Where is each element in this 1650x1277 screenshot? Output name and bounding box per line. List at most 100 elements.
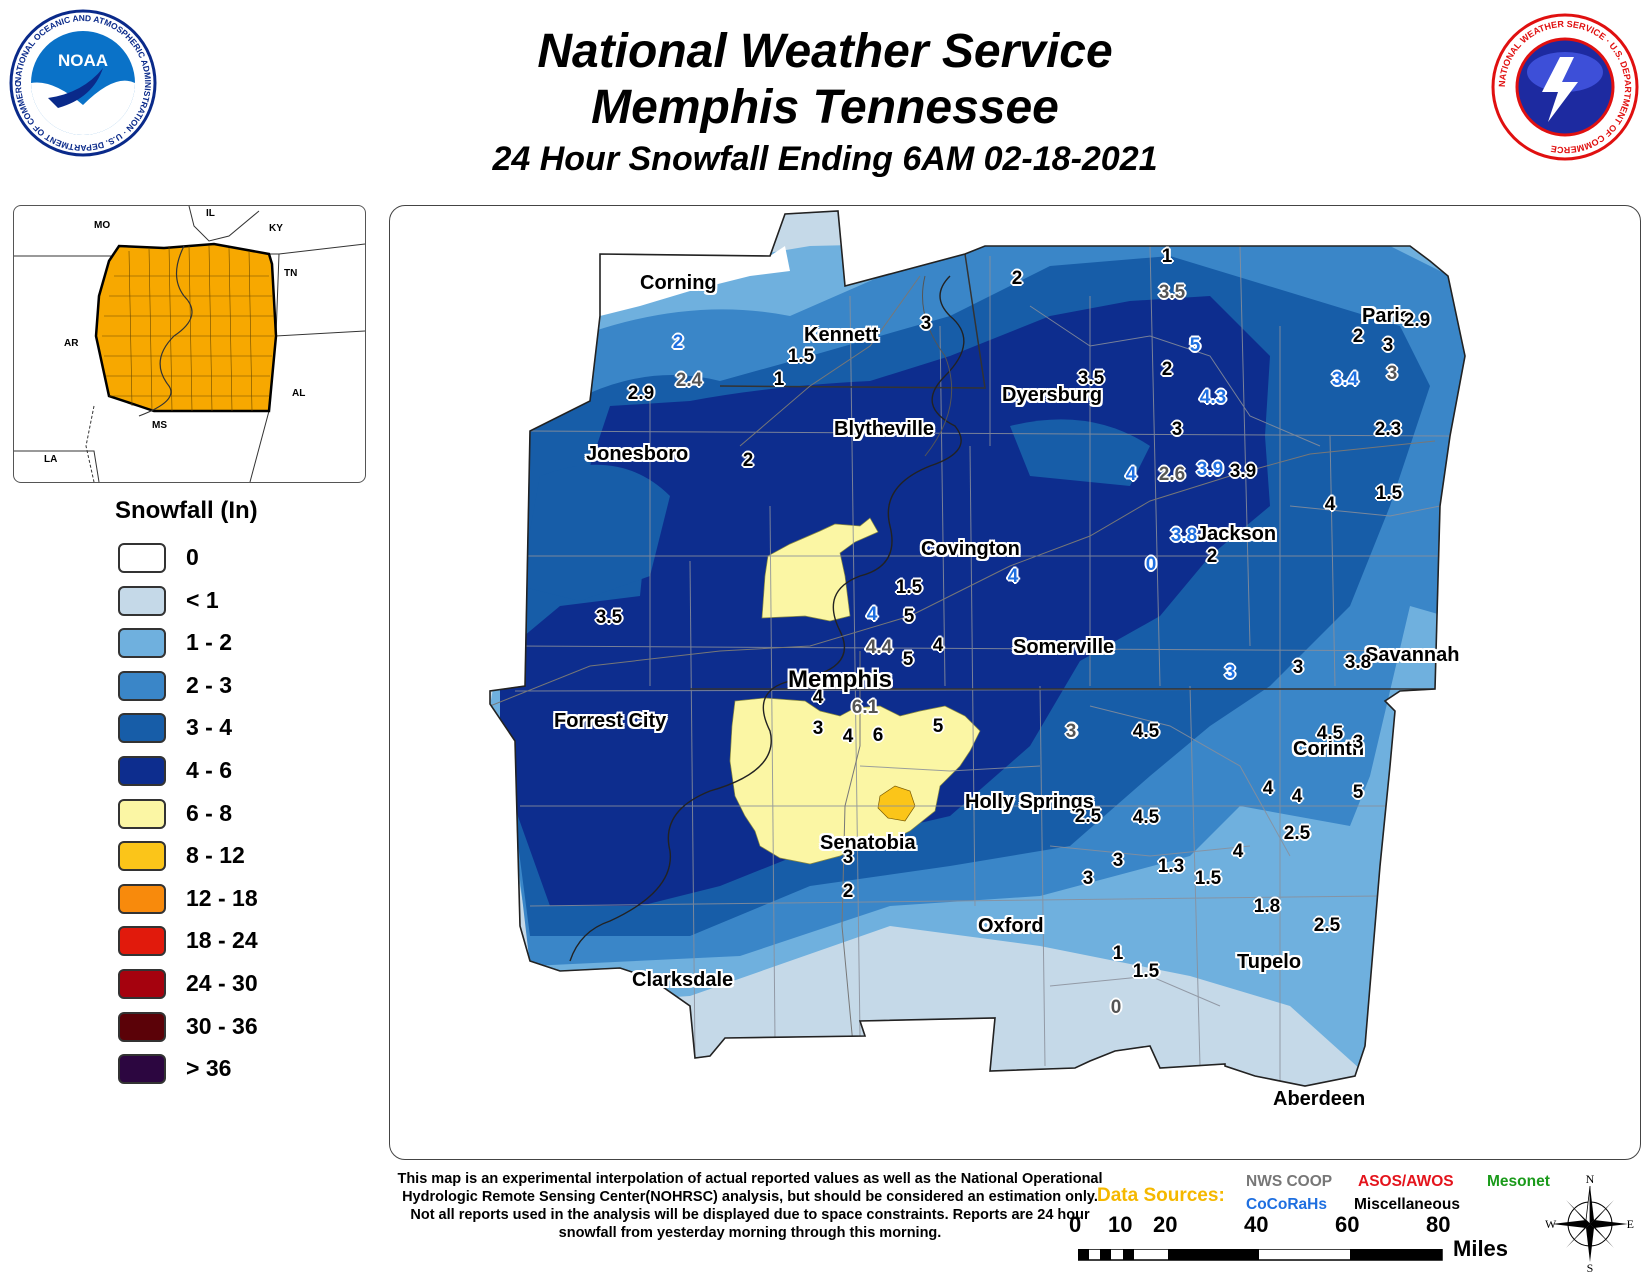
legend-label: 4 - 6	[186, 757, 233, 783]
snowfall-report-value: 2.5	[1313, 915, 1341, 936]
city-label: Oxford	[978, 915, 1044, 937]
legend-label: 6 - 8	[186, 799, 233, 826]
snowfall-report-value: 3	[1066, 721, 1078, 742]
legend-swatch	[118, 798, 166, 829]
legend-swatch	[118, 670, 166, 701]
snowfall-report-value: 3	[1352, 732, 1364, 753]
city-label: Corning	[640, 272, 717, 294]
cwa-outline	[94, 242, 278, 413]
scale-label-40: 40	[1244, 1212, 1269, 1237]
snowfall-report-value: 1.5	[1194, 868, 1222, 889]
snowfall-report-value: 3	[1224, 662, 1236, 683]
snowfall-report-value: 4.5	[1132, 807, 1160, 828]
scale-label-80: 80	[1426, 1212, 1451, 1237]
snowfall-report-value: 3	[842, 847, 854, 868]
snowfall-report-value: 2	[1161, 359, 1173, 380]
snowfall-report-value: 5	[1352, 782, 1364, 803]
scale-label-10: 10	[1108, 1212, 1133, 1237]
snowfall-report-value: 2.6	[1158, 464, 1186, 485]
snowfall-report-value: 6	[872, 725, 884, 746]
inset-label-ky: KY	[269, 223, 283, 234]
legend-label: 18 - 24	[186, 927, 258, 954]
legend-swatch	[118, 883, 166, 914]
snowfall-report-value: 3	[1112, 850, 1124, 871]
city-label: Jonesboro	[586, 443, 689, 465]
scale-bar	[1077, 1248, 1443, 1261]
city-label: Forrest City	[554, 710, 667, 732]
snowfall-report-value: 3.9	[1196, 459, 1224, 480]
page-title: National Weather Service	[537, 25, 1113, 78]
snowfall-report-value: 4	[1007, 566, 1019, 587]
legend-swatch	[118, 1054, 166, 1085]
snowfall-report-value: 1.5	[1132, 961, 1160, 982]
snowfall-report-value: 4	[1232, 841, 1244, 862]
snowfall-report-value: 4.5	[1316, 723, 1344, 744]
snowfall-map: Corning Kennett Paris Dyersburg Blytheville J…	[389, 205, 1641, 1160]
snowfall-report-value: 3.4	[1331, 369, 1359, 390]
scale-label-0: 0	[1069, 1212, 1082, 1237]
legend-label: 0	[186, 544, 199, 570]
nws-logo: NATIONAL WEATHER SERVICE · U.S. DEPARTME…	[1490, 12, 1640, 162]
legend-swatch	[118, 756, 166, 786]
legend-swatch	[118, 1011, 166, 1042]
snowfall-report-value: 4	[866, 604, 878, 625]
inset-label-ms: MS	[152, 420, 167, 431]
snowfall-report-value: 1	[1161, 246, 1173, 267]
source-asos-awos: ASOS/AWOS	[1358, 1173, 1454, 1190]
snowfall-report-value: 4	[1125, 464, 1137, 485]
city-label: Tupelo	[1237, 951, 1302, 973]
snowfall-report-value: 5	[902, 649, 914, 670]
snowfall-report-value: 3.9	[1229, 461, 1257, 482]
snowfall-report-value: 3	[812, 718, 824, 739]
inset-label-tn: TN	[284, 268, 297, 279]
noaa-logo: NATIONAL OCEANIC AND ATMOSPHERIC ADMINIS…	[5, 0, 158, 158]
snowfall-report-value: 5	[903, 606, 915, 627]
snowfall-report-value: 1	[1112, 943, 1124, 964]
legend-label: 8 - 12	[186, 842, 245, 869]
map-subtitle: 24 Hour Snowfall Ending 6AM 02-18-2021	[492, 140, 1158, 178]
snowfall-report-value: 2.3	[1374, 419, 1402, 440]
source-nws-coop: NWS COOP	[1246, 1173, 1333, 1190]
snowfall-report-value: 2.9	[1403, 310, 1431, 331]
compass-s: S	[1587, 1261, 1594, 1272]
noaa-wordmark: NOAA	[58, 51, 108, 70]
snowfall-report-value: 1.5	[895, 577, 923, 598]
legend-swatch	[118, 543, 166, 573]
snowfall-report-value: 2	[1011, 268, 1023, 289]
inset-label-ar: AR	[64, 338, 79, 349]
source-mesonet: Mesonet	[1487, 1173, 1550, 1190]
snowfall-report-value: 3	[1171, 419, 1183, 440]
snowfall-report-value: 4	[812, 687, 824, 708]
legend-swatch	[118, 969, 166, 999]
snowfall-report-value: 2	[672, 332, 684, 353]
snowfall-report-value: 2.4	[675, 370, 703, 391]
city-label: Savannah	[1365, 644, 1460, 666]
scale-label-60: 60	[1335, 1212, 1360, 1237]
legend-label: 24 - 30	[186, 970, 258, 996]
inset-label-mo: MO	[94, 220, 110, 231]
snowfall-report-value: 3	[1292, 657, 1304, 678]
legend-label: 12 - 18	[186, 884, 258, 911]
snowfall-report-value: 0	[1145, 554, 1157, 575]
page-title-office: Memphis Tennessee	[591, 81, 1059, 134]
locator-inset-map: MO IL KY TN AR AL MS LA	[13, 205, 366, 483]
city-label: Dyersburg	[1002, 384, 1103, 406]
inset-label-il: IL	[206, 208, 215, 219]
city-label: Memphis	[788, 666, 893, 693]
snowfall-report-value: 3	[1065, 721, 1077, 742]
compass-e: E	[1627, 1217, 1634, 1231]
snowfall-report-value: 2	[842, 881, 854, 902]
legend-swatch	[118, 841, 166, 872]
snowfall-report-value: 5	[1189, 335, 1201, 356]
inset-label-al: AL	[292, 388, 305, 399]
source-miscellaneous: Miscellaneous	[1354, 1196, 1460, 1213]
snowfall-report-value: 1.5	[787, 346, 815, 367]
scale-label-20: 20	[1153, 1212, 1178, 1237]
compass-rose-icon: N S E W	[1544, 1172, 1636, 1275]
snowfall-report-value: 4	[1291, 786, 1303, 807]
snowfall-report-value: 4.4	[865, 637, 893, 658]
disclaimer-text: This map is an experimental interpolatio…	[397, 1171, 1103, 1241]
snowfall-report-value: 6.1	[851, 697, 879, 718]
snowfall-report-value: 3.8	[1170, 525, 1198, 546]
snowfall-report-value: 3.8	[1344, 652, 1372, 673]
